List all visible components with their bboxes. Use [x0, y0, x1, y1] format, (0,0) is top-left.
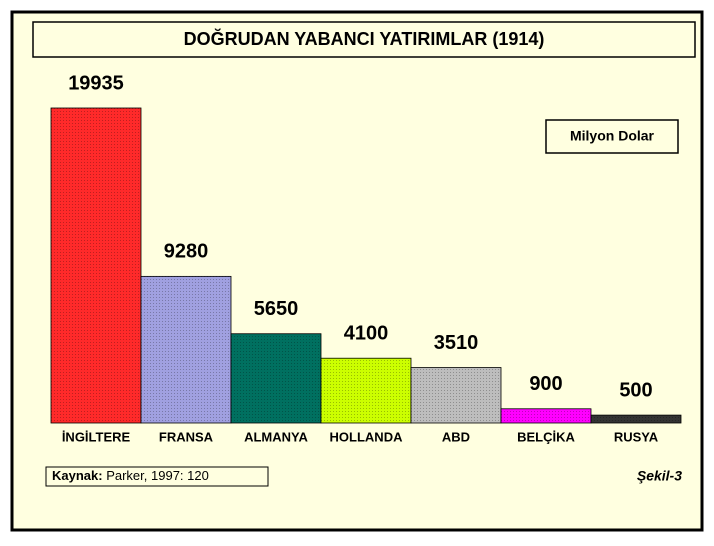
- source: Kaynak: Parker, 1997: 120: [52, 468, 209, 483]
- value-label: 500: [619, 379, 652, 401]
- x-tick-label: RUSYA: [614, 429, 659, 444]
- value-label: 4100: [344, 322, 389, 344]
- bar-texture: [231, 333, 321, 423]
- unit-box: [545, 119, 679, 154]
- bar-texture: [321, 358, 411, 423]
- bar-texture: [591, 415, 681, 423]
- value-label: 19935: [68, 72, 124, 94]
- source-label: Kaynak:: [52, 468, 103, 483]
- source-box: [45, 466, 269, 487]
- bar-texture: [51, 108, 141, 423]
- x-tick-label: İNGİLTERE: [62, 429, 131, 444]
- value-label: 900: [529, 373, 562, 395]
- x-tick-label: ALMANYA: [244, 429, 308, 444]
- bar-texture: [141, 276, 231, 423]
- value-label: 5650: [254, 298, 299, 320]
- bar-texture: [411, 367, 501, 423]
- chart-title: DOĞRUDAN YABANCI YATIRIMLAR (1914): [184, 28, 545, 49]
- title-box: [32, 21, 696, 58]
- unit-label: Milyon Dolar: [570, 128, 655, 144]
- value-label: 9280: [164, 241, 209, 263]
- x-tick-label: HOLLANDA: [330, 429, 404, 444]
- x-tick-label: BELÇİKA: [517, 429, 575, 444]
- bar-texture: [501, 408, 591, 423]
- x-tick-label: FRANSA: [159, 429, 214, 444]
- x-tick-label: ABD: [442, 429, 470, 444]
- figure-label: Şekil-3: [637, 468, 682, 484]
- source-text: Parker, 1997: 120: [106, 468, 209, 483]
- value-label: 3510: [434, 332, 479, 354]
